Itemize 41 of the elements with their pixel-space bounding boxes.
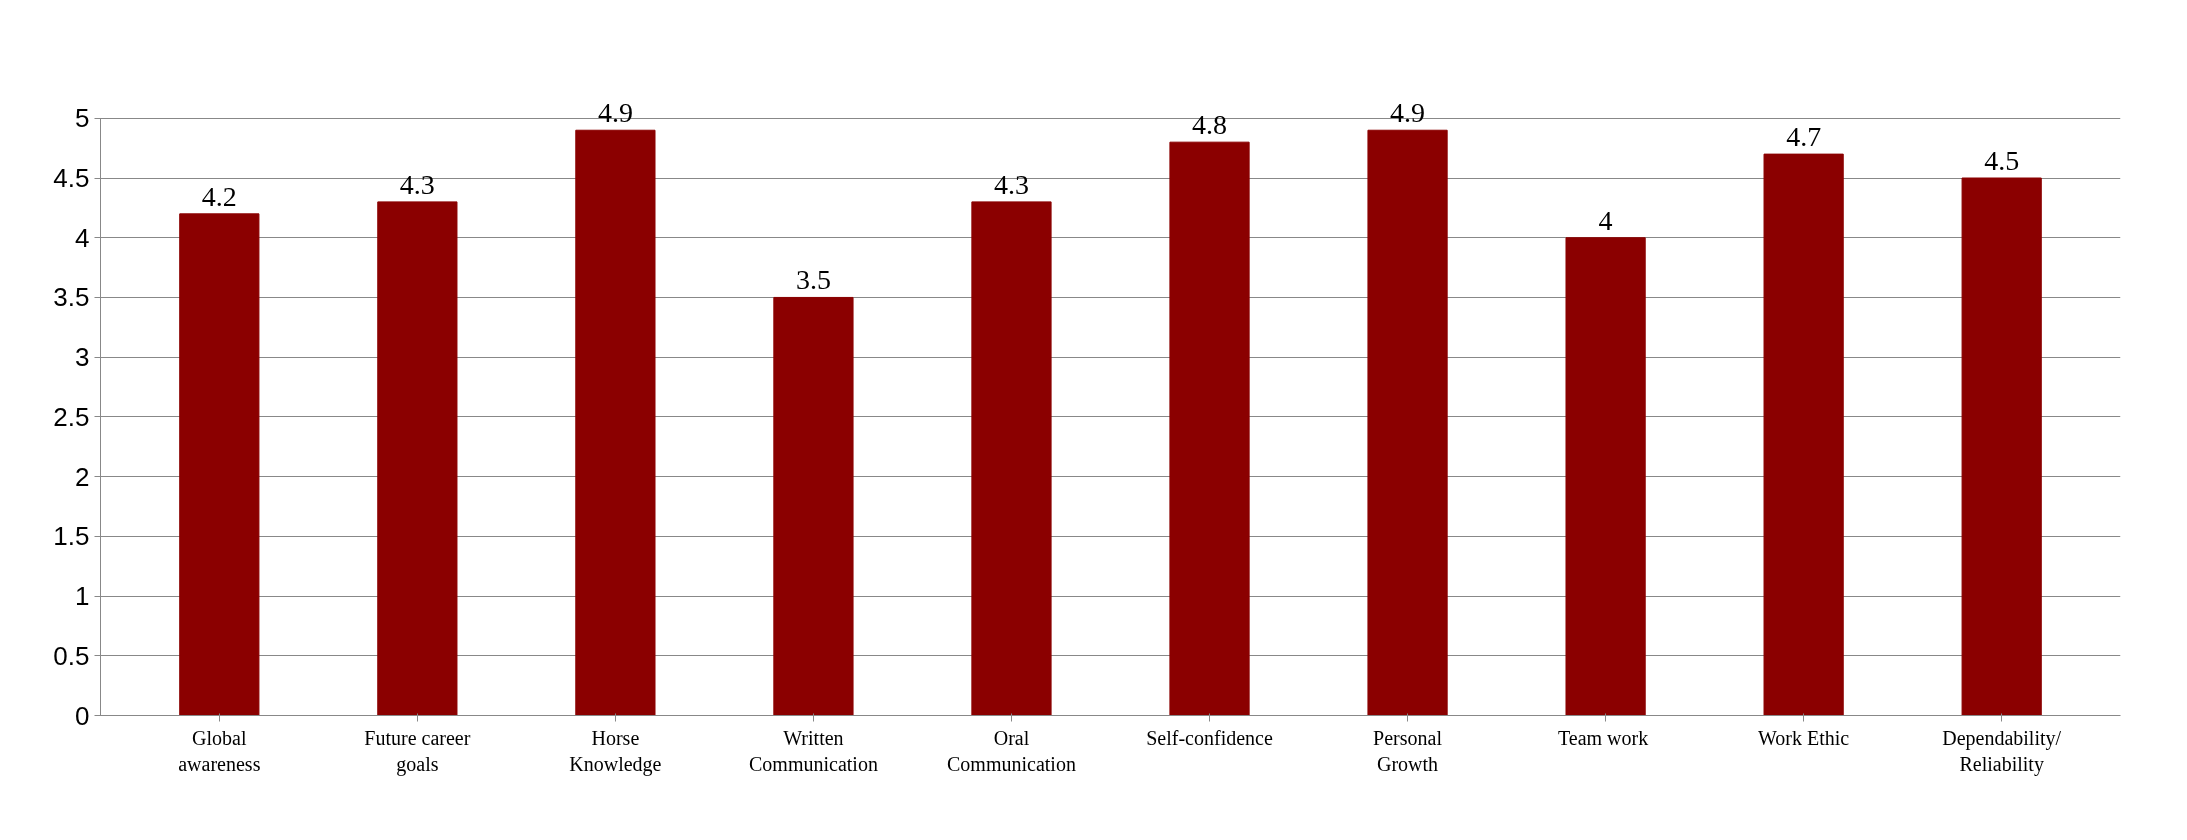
y-tick-label: 2.5 — [53, 401, 90, 432]
data-label: 4.5 — [1984, 145, 2020, 176]
bar — [1961, 177, 2042, 716]
bar — [1367, 129, 1448, 716]
x-tick-label: Work Ethic — [1758, 726, 1850, 749]
data-label: 4 — [1598, 204, 1613, 236]
data-label: 4.3 — [399, 168, 435, 200]
data-label: 4.9 — [1390, 97, 1426, 129]
x-tick-label: Future career goals — [364, 726, 471, 776]
x-tick-label: Dependability/ Reliability — [1942, 726, 2062, 776]
y-tick-label: 4 — [75, 222, 90, 253]
data-label: 4.2 — [201, 180, 237, 212]
y-tick-label: 2 — [75, 461, 90, 492]
y-tick-label: 4.5 — [53, 163, 90, 193]
bar — [1763, 153, 1844, 716]
bar — [575, 129, 656, 716]
x-tick-label: Global awareness — [178, 726, 261, 775]
bar — [773, 296, 854, 716]
y-tick-label: 5 — [75, 103, 90, 134]
bar — [1565, 237, 1646, 716]
x-tick-label: Written Communication — [749, 726, 878, 775]
data-label: 4.3 — [993, 168, 1029, 200]
data-label: 4.9 — [597, 97, 633, 129]
y-tick-label: 0 — [75, 700, 90, 731]
y-tick-label: 1 — [75, 581, 90, 612]
y-tick-label: 3.5 — [53, 282, 90, 313]
x-tick-label: Personal Growth — [1373, 726, 1443, 775]
bar — [971, 201, 1052, 716]
x-tick-label: Oral Communication — [947, 726, 1076, 775]
y-tick-label: 3 — [75, 342, 90, 373]
data-label: 3.5 — [795, 264, 831, 296]
y-tick-label: 1.5 — [53, 521, 90, 552]
bar — [377, 201, 458, 716]
bar — [1169, 141, 1250, 716]
data-label: 4.8 — [1192, 109, 1228, 141]
x-tick-label: Self-confidence — [1146, 726, 1273, 749]
data-label: 4.7 — [1786, 121, 1822, 153]
x-tick-label: Team work — [1557, 726, 1649, 749]
y-tick-label: 0.5 — [53, 640, 90, 671]
bar — [179, 213, 260, 716]
x-tick-label: Horse Knowledge — [569, 726, 662, 776]
